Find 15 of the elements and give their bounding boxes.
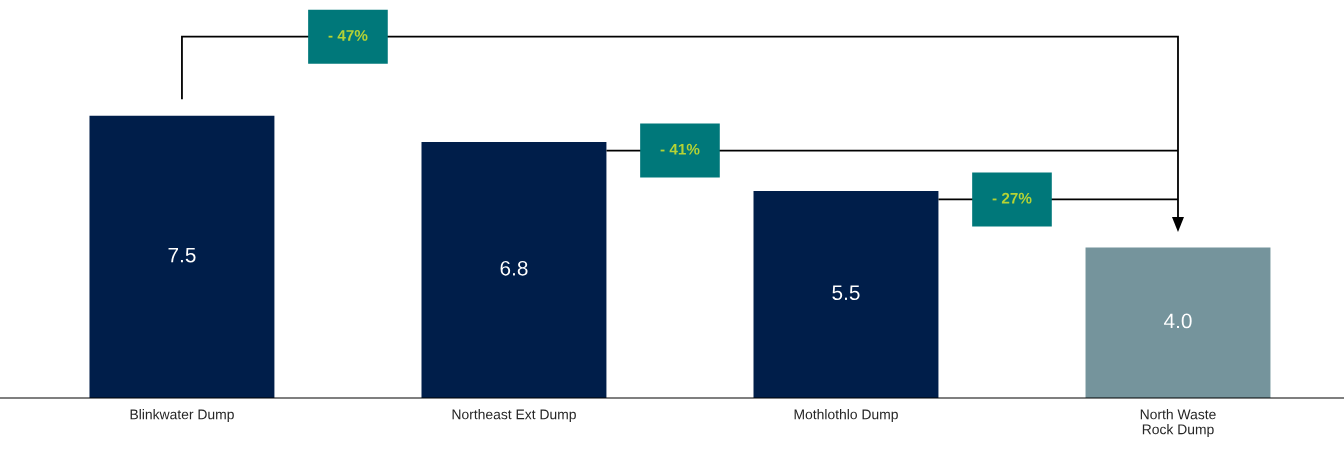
x-tick-label: Blinkwater Dump bbox=[130, 409, 234, 423]
bar bbox=[753, 191, 939, 398]
data-label: 5.5 bbox=[832, 285, 860, 301]
data-label: 4.0 bbox=[1163, 313, 1192, 329]
data-label: 7.5 bbox=[168, 247, 196, 263]
bar bbox=[421, 142, 607, 398]
x-tick-label: Northeast Ext Dump bbox=[452, 409, 576, 423]
bar bbox=[1085, 247, 1271, 398]
text: - 47% bbox=[328, 30, 368, 41]
bar bbox=[89, 115, 275, 398]
annotation: - 41% bbox=[660, 143, 700, 155]
data-label: 6.8 bbox=[500, 260, 528, 276]
x-tick-label: Mothlothlo Dump bbox=[794, 409, 898, 423]
annotation: - 27% bbox=[992, 192, 1032, 204]
x-tick-label: North Waste Rock Dump bbox=[1140, 409, 1216, 438]
